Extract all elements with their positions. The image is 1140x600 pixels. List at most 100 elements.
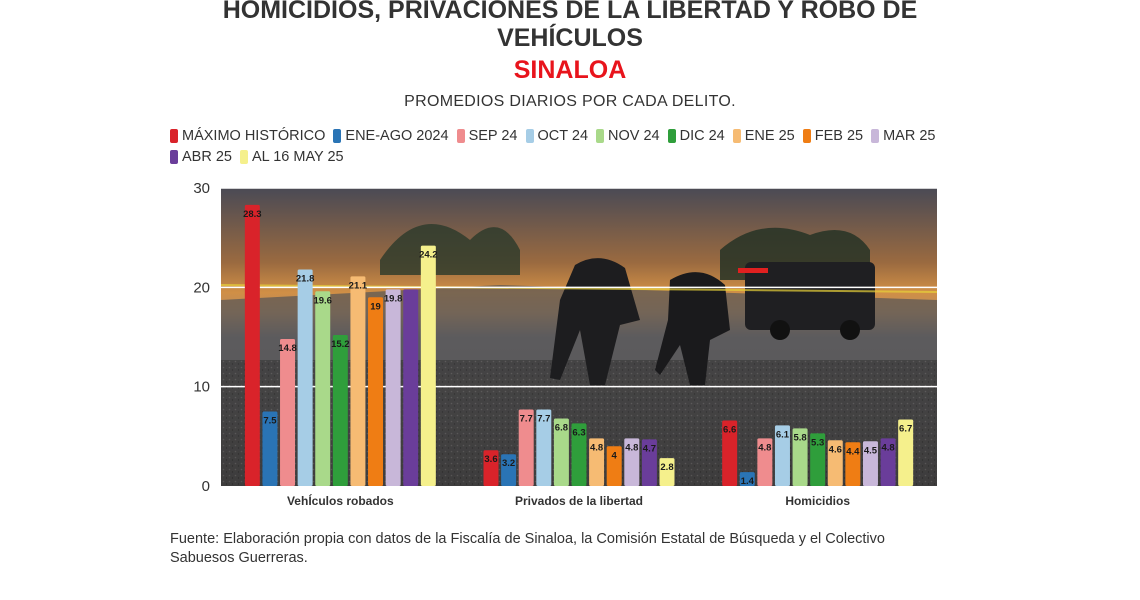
bar (385, 289, 401, 486)
legend-item: ENE-AGO 2024 (333, 126, 449, 145)
legend-swatch (170, 128, 178, 143)
bar (845, 442, 861, 486)
legend-swatch (802, 128, 811, 143)
data-label: 1.4 (741, 476, 755, 487)
bar (589, 438, 605, 486)
legend-swatch (667, 128, 676, 143)
bar (262, 411, 278, 486)
data-label: 2.8 (660, 462, 673, 473)
legend-swatch (170, 149, 178, 164)
y-tick-label: 0 (202, 478, 210, 495)
source-note: Fuente: Elaboración propia con datos de … (170, 530, 970, 568)
bar (501, 454, 517, 486)
bar (403, 289, 419, 486)
legend-swatch (333, 128, 342, 143)
chart-title: HOMICIDIOS, PRIVACIONES DE LA LIBERTAD Y… (0, 0, 1140, 52)
title-line-2: VEHÍCULOS (497, 24, 643, 52)
data-label: 14.8 (278, 343, 297, 354)
legend-swatch (596, 128, 605, 143)
bar (898, 419, 914, 486)
data-label: 6.6 (723, 424, 736, 435)
data-label: 4.8 (758, 442, 771, 453)
x-axis: VehÍculos robados Privados de la libertad… (287, 493, 850, 508)
region-title: SINALOA (513, 56, 627, 84)
bar (624, 438, 640, 486)
bar (659, 458, 675, 486)
data-label: 15.2 (331, 339, 350, 350)
legend-item: MAR 25 (871, 126, 935, 145)
data-label: 6.7 (899, 423, 912, 434)
bar (739, 472, 755, 486)
bar (244, 204, 260, 487)
y-tick-label: 30 (193, 180, 210, 197)
chart-legend: MÁXIMO HISTÓRICO ENE-AGO 2024 SEP 24 OCT 24… (170, 126, 960, 166)
data-label: 4.5 (864, 445, 878, 456)
legend-item: ENE 25 (732, 126, 795, 145)
legend-label: SEP 24 (468, 127, 518, 144)
source-line-2: Sabuesos Guerreras. (170, 550, 308, 566)
data-label: 7.5 (263, 416, 277, 427)
data-label: 24.2 (419, 250, 438, 261)
bar (757, 438, 773, 486)
data-label: 7.7 (520, 414, 533, 425)
legend-swatch (732, 128, 741, 143)
data-label: 5.8 (793, 432, 806, 443)
legend-swatch (525, 128, 534, 143)
legend-label: ENE-AGO 2024 (345, 127, 449, 144)
chart-subtitle: PROMEDIOS DIARIOS POR CADA DELITO. (404, 93, 736, 110)
bar (420, 245, 436, 486)
data-label: 21.8 (296, 273, 315, 284)
legend-swatch (871, 128, 880, 143)
legend-swatch (239, 149, 248, 164)
data-label: 19.8 (384, 293, 403, 304)
legend-label: FEB 25 (814, 127, 864, 144)
data-label: 6.3 (572, 427, 585, 438)
bar (368, 297, 384, 486)
source-line-1: Fuente: Elaboración propia con datos de … (170, 531, 885, 547)
legend-item: AL 16 MAY 25 (239, 147, 344, 166)
data-label: 4.4 (846, 446, 860, 457)
data-label: 7.7 (537, 414, 550, 425)
legend-label: DIC 24 (679, 127, 725, 144)
legend-item: DIC 24 (667, 126, 725, 145)
data-label: 6.8 (555, 422, 568, 433)
bar (862, 441, 878, 486)
bar (332, 335, 348, 486)
data-label: 19.6 (313, 295, 332, 306)
data-label: 4.8 (881, 442, 894, 453)
y-tick-label: 20 (193, 279, 210, 296)
legend-label: ABR 25 (182, 148, 232, 165)
legend-swatch (456, 128, 465, 143)
data-label: 21.1 (349, 280, 368, 291)
x-category-label: Privados de la libertad (515, 494, 643, 508)
bar (553, 418, 569, 486)
y-tick-label: 10 (193, 379, 210, 396)
data-label: 4.7 (643, 443, 656, 454)
legend-label: MÁXIMO HISTÓRICO (182, 127, 326, 144)
data-label: 6.1 (776, 429, 790, 440)
data-label: 5.3 (811, 437, 824, 448)
legend-item: FEB 25 (802, 126, 864, 145)
legend-label: AL 16 MAY 25 (251, 148, 344, 165)
bar (722, 420, 738, 486)
title-line-1: HOMICIDIOS, PRIVACIONES DE LA LIBERTAD Y… (222, 0, 918, 24)
bar (827, 440, 843, 486)
bar (880, 438, 896, 486)
bar (641, 439, 657, 486)
legend-item: MÁXIMO HISTÓRICO (170, 126, 325, 145)
bar (315, 291, 331, 486)
legend-label: MAR 25 (883, 127, 936, 144)
legend-label: ENE 25 (744, 127, 795, 144)
legend-item: OCT 24 (525, 126, 588, 145)
bar (571, 423, 587, 486)
data-label: 3.2 (502, 458, 515, 469)
y-axis: 0 10 20 30 (193, 180, 210, 495)
bar (774, 425, 790, 486)
x-category-label: VehÍculos robados (287, 493, 394, 508)
bar (350, 276, 366, 486)
bar (280, 338, 296, 486)
data-label: 28.3 (243, 209, 262, 220)
bar (297, 269, 313, 486)
